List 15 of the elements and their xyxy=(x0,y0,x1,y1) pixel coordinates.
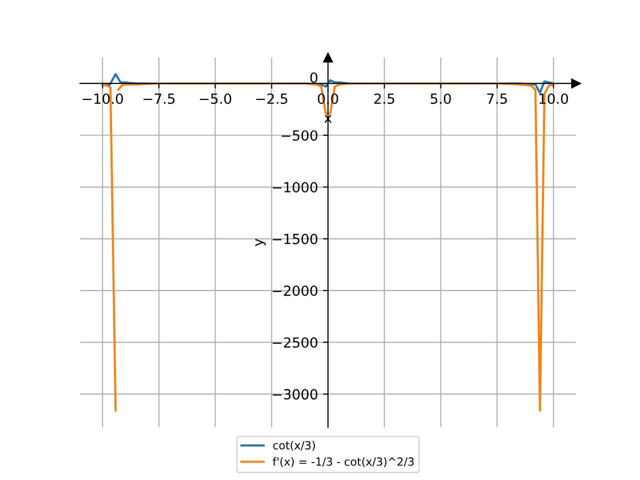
x-tick-label: −2.5 xyxy=(256,93,288,104)
y-tick-label: −2500 xyxy=(272,337,318,348)
y-axis-title: y xyxy=(255,238,266,246)
y-tick-label: −2000 xyxy=(272,286,318,296)
x-tick-label: −7.5 xyxy=(144,94,175,104)
y-tick-label: −500 xyxy=(282,130,318,141)
x-tick-label: 2.5 xyxy=(374,93,394,104)
x-tick-label: 7.5 xyxy=(487,94,507,104)
y-tick-label: −1500 xyxy=(272,234,318,244)
legend-label: cot(x/3) xyxy=(273,440,315,451)
y-tick-label: −3000 xyxy=(272,389,318,400)
legend-label: f'(x) = -1/3 - cot(x/3)^2/3 xyxy=(272,457,414,468)
x-tick-label: −5.0 xyxy=(200,93,232,104)
x-tick-label: 5.0 xyxy=(430,93,451,104)
y-tick-label: −1000 xyxy=(272,182,318,192)
